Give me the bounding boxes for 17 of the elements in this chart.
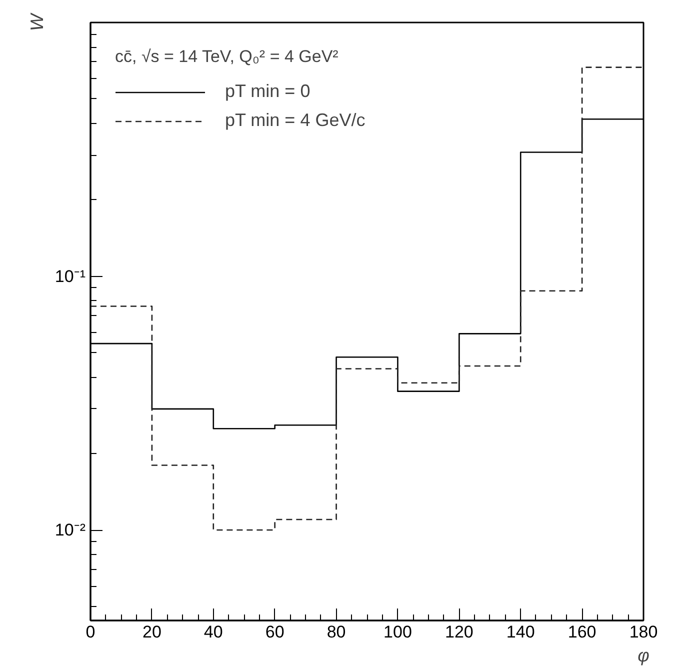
y-tick-label: 10⁻² bbox=[54, 520, 86, 540]
x-tick-label: 140 bbox=[506, 622, 535, 642]
legend-label: pT min = 4 GeV/c bbox=[225, 110, 366, 131]
x-tick-label: 60 bbox=[265, 622, 284, 642]
x-tick-label: 20 bbox=[142, 622, 162, 642]
x-tick-label: 40 bbox=[204, 622, 223, 642]
x-tick-label: 180 bbox=[629, 622, 658, 642]
x-tick-label: 100 bbox=[384, 622, 412, 642]
y-tick-label: 10⁻¹ bbox=[54, 266, 86, 286]
x-tick-label: 160 bbox=[568, 622, 596, 642]
x-tick-label: 80 bbox=[326, 622, 346, 642]
x-tick-label: 120 bbox=[444, 622, 474, 642]
legend-title: cc̄, √s = 14 TeV, Q₀² = 4 GeV² bbox=[115, 47, 340, 67]
y-axis-title: W bbox=[26, 12, 47, 31]
x-tick-label: 0 bbox=[86, 622, 96, 642]
x-axis-title: φ bbox=[638, 646, 650, 666]
legend-label: pT min = 0 bbox=[225, 81, 310, 102]
